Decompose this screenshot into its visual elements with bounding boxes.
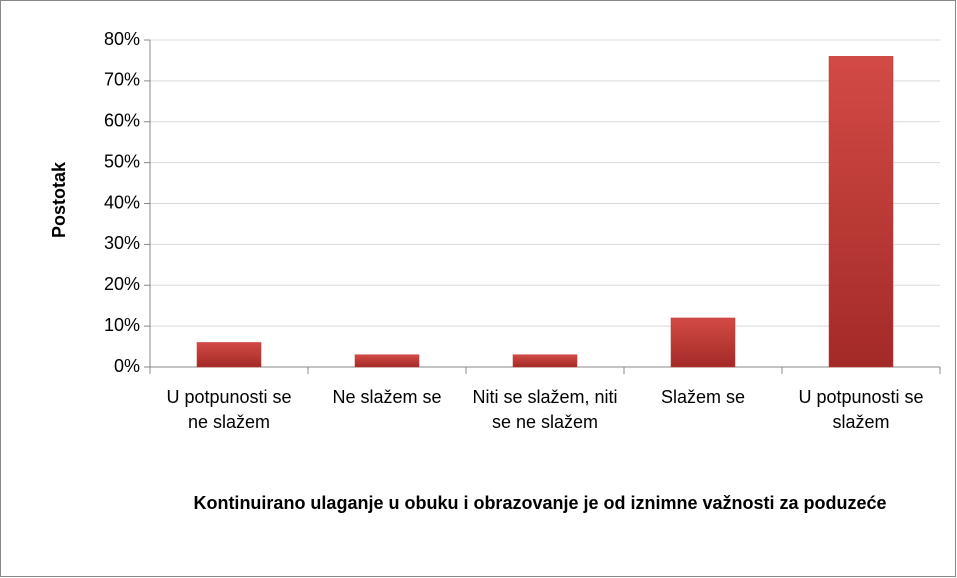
- y-tick-label: 10%: [104, 315, 140, 335]
- bar: [512, 354, 578, 368]
- bar: [828, 56, 894, 368]
- bar: [354, 354, 420, 368]
- x-tick-label: U potpunosti se slažem: [798, 387, 924, 432]
- y-tick-label: 20%: [104, 274, 140, 294]
- bar: [196, 342, 262, 368]
- y-tick-label: 40%: [104, 192, 140, 212]
- y-tick-label: 30%: [104, 233, 140, 253]
- x-tick-label: Slažem se: [660, 387, 746, 407]
- x-tick-label: Niti se slažem, niti se ne slažem: [472, 387, 618, 432]
- x-axis-title: Kontinuirano ulaganje u obuku i obrazova…: [193, 493, 887, 513]
- bar: [670, 317, 736, 368]
- x-tick-label: U potpunosti se ne slažem: [166, 387, 292, 432]
- y-tick-label: 60%: [104, 111, 140, 131]
- x-tick-label: Ne slažem se: [332, 387, 442, 407]
- y-tick-label: 0%: [114, 356, 140, 376]
- y-tick-label: 80%: [104, 29, 140, 49]
- y-tick-label: 50%: [104, 151, 140, 171]
- y-axis-title: Postotak: [49, 161, 69, 238]
- y-tick-label: 70%: [104, 70, 140, 90]
